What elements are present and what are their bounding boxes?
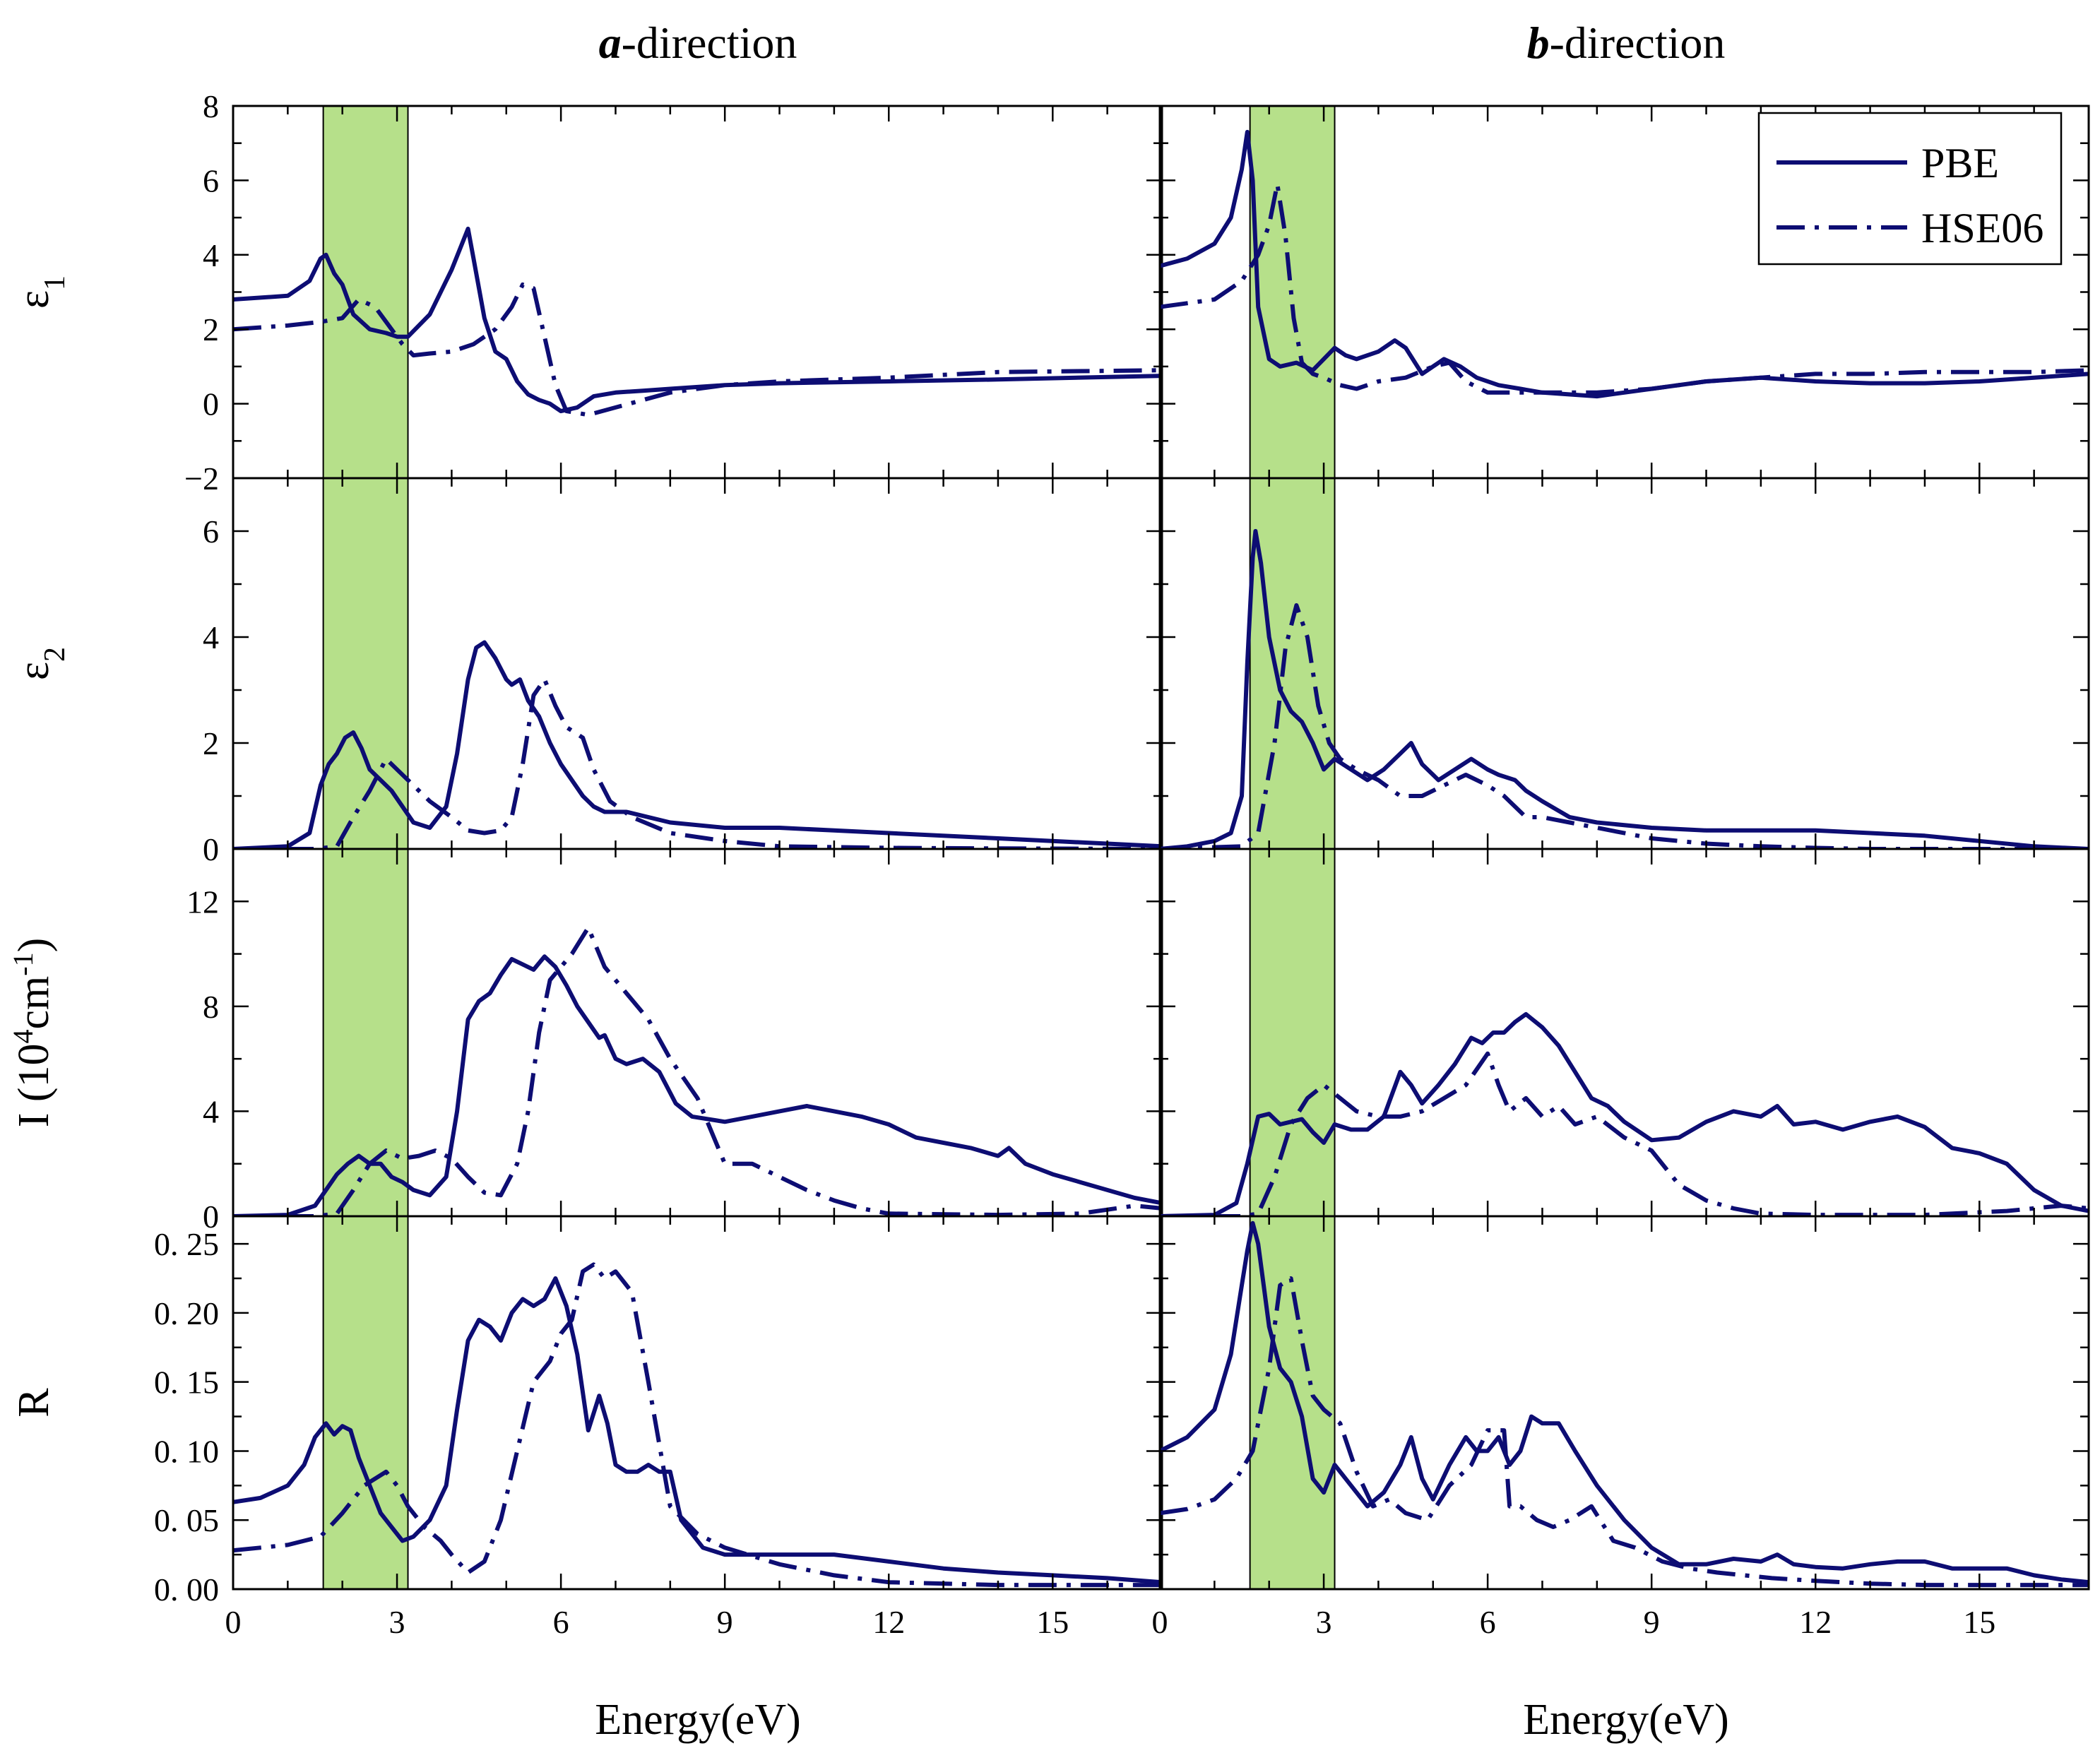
series-hse06-eps1-a [233,283,1162,417]
x-tick-label-R-a: 3 [389,1604,405,1640]
series-pbe-I-a [233,954,1162,1216]
x-tick-label-R-a: 0 [225,1604,242,1640]
panel-R-b: 0 3 6 9 12 15 [1152,1215,2090,1640]
legend-label-hse06: HSE06 [1921,205,2043,251]
y-tick-label-I-a: 12 [186,884,219,920]
y-tick-label-R-a: 0. 20 [154,1295,219,1331]
y-tick-label-eps1-a: 2 [203,311,219,347]
band-I-a [322,848,409,1217]
band-eps2-a [322,477,409,850]
series-pbe-I-b [1160,1012,2089,1216]
legend: PBE HSE06 [1757,112,2063,266]
x-tick-label-R-b: 9 [1644,1604,1660,1640]
band-I-b [1249,848,1336,1217]
legend-label-pbe: PBE [1921,140,1999,186]
y-tick-label-eps2-a: 4 [203,619,219,655]
x-tick-label-R-a: 6 [553,1604,569,1640]
y-tick-label-eps1-a: −2 [184,460,219,497]
series-pbe-R-a [233,1276,1162,1585]
panel-I-b [1158,848,2090,1218]
column-title-a: a-direction [599,18,797,68]
frame-R-a [232,1215,1163,1591]
x-tick-label-R-b: 0 [1152,1604,1168,1640]
column-title-b-bold: b [1527,18,1550,68]
band-eps2-b [1249,477,1336,850]
series-pbe-eps2-b [1160,529,2089,849]
series-hse06-eps2-a [233,677,1162,849]
panel-eps2-b [1158,477,2090,850]
column-title-b-rest: -direction [1550,18,1726,68]
x-tick-label-R-a: 15 [1036,1604,1069,1640]
y-tick-label-R-a: 0. 00 [154,1571,219,1608]
series-hse06-I-b [1160,1051,2089,1216]
series-pbe-eps2-a [233,640,1162,849]
y-tick-label-eps2-a: 2 [203,725,219,761]
x-axis-title-b: Energy(eV) [1523,1696,1729,1744]
series-hse06-I-a [233,925,1162,1216]
y-tick-label-I-a: 8 [203,989,219,1025]
y-tick-label-R-a: 0. 10 [154,1433,219,1469]
series-hse06-eps2-b [1160,603,2089,849]
y-axis-title-I-a: I (104cm-1) [7,938,59,1128]
series-hse06-eps1-b [1160,182,2089,395]
band-eps1-a [322,105,409,479]
y-tick-label-R-a: 0. 25 [154,1226,219,1262]
y-axis-title-eps1-a: ε1 [10,275,71,309]
y-tick-label-eps2-a: 6 [203,513,219,549]
panel-R-a: 0 3 6 9 12 15 0. 00 0. 05 0. 10 0. 15 0. 20 0. 25 R [10,1215,1163,1640]
x-axis-title-a: Energy(eV) [595,1696,801,1744]
x-tick-label-R-a: 9 [717,1604,733,1640]
y-tick-label-eps1-a: 4 [203,237,219,273]
y-tick-label-I-a: 4 [203,1093,219,1129]
y-axis-title-eps2-a: ε2 [10,647,71,680]
panel-eps1-a: −2 0 2 4 6 8 ε1 [10,88,1163,497]
y-axis-title-R-a: R [10,1388,58,1418]
series-pbe-R-b [1160,1220,2089,1585]
y-tick-label-eps2-a: 0 [203,831,219,867]
x-tick-label-R-b: 12 [1799,1604,1832,1640]
y-tick-label-eps1-a: 8 [203,88,219,124]
frame-R-b [1158,1215,2090,1591]
series-pbe-eps1-a [233,226,1162,414]
y-tick-label-I-a: 0 [203,1199,219,1235]
y-tick-label-eps1-a: 0 [203,386,219,422]
x-tick-label-R-b: 6 [1480,1604,1496,1640]
column-title-b: b-direction [1527,18,1726,68]
panel-eps1-b [1158,105,2090,480]
x-tick-label-R-a: 12 [872,1604,905,1640]
legend-box [1757,112,2063,266]
panel-eps2-a: 0 2 4 6 ε2 [10,477,1163,867]
x-tick-label-R-b: 15 [1963,1604,1995,1640]
y-tick-label-R-a: 0. 05 [154,1502,219,1538]
panel-I-a: 0 4 8 12 I (104cm-1) [7,848,1163,1235]
x-tick-label-R-b: 3 [1316,1604,1332,1640]
column-title-a-rest: -direction [622,18,797,68]
y-tick-label-eps1-a: 6 [203,162,219,198]
y-tick-label-R-a: 0. 15 [154,1365,219,1401]
column-title-a-bold: a [599,18,622,68]
